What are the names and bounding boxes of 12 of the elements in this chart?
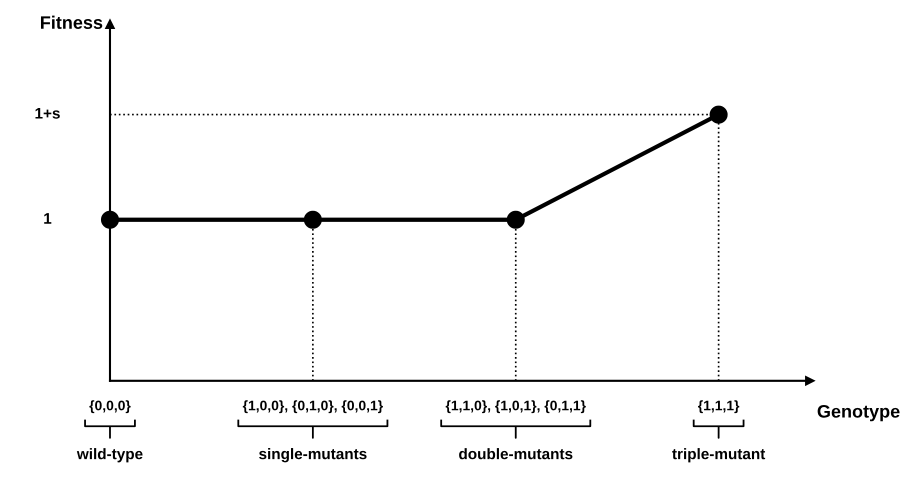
y-axis-title: Fitness [40,16,102,29]
text: double-mutants [459,448,572,460]
text: 1 [44,213,52,224]
text: single-mutants [259,448,367,462]
text: 1+s [35,108,60,119]
x-axis-title: Genotype [818,404,900,422]
x-tick-label: {1,1,0}, {1,0,1}, {0,1,1} [446,400,586,414]
text: triple-mutant [672,448,766,462]
text: wild-type [76,448,143,462]
x-tick-label: {1,1,1} [698,400,740,414]
x-tick-label: {1,0,0}, {0,1,0}, {0,0,1} [242,400,383,414]
x-tick-label: {0,0,0} [89,400,131,414]
